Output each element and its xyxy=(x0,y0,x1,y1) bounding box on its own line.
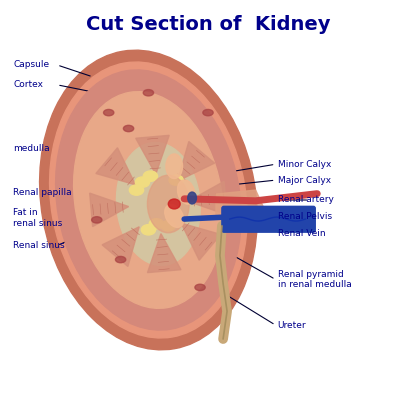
Text: Fat in
renal sinus: Fat in renal sinus xyxy=(13,208,63,228)
Ellipse shape xyxy=(116,142,200,266)
Ellipse shape xyxy=(104,110,114,116)
Polygon shape xyxy=(216,190,265,216)
Text: Major Calyx: Major Calyx xyxy=(277,176,331,185)
Ellipse shape xyxy=(143,90,154,96)
Ellipse shape xyxy=(50,62,247,338)
Ellipse shape xyxy=(165,204,184,227)
Ellipse shape xyxy=(168,199,180,209)
Ellipse shape xyxy=(166,154,183,178)
Text: medulla: medulla xyxy=(13,144,50,153)
Text: Ureter: Ureter xyxy=(277,321,306,330)
Ellipse shape xyxy=(129,185,144,195)
Ellipse shape xyxy=(56,70,241,330)
Text: Renal sinus: Renal sinus xyxy=(13,241,65,250)
Ellipse shape xyxy=(135,177,150,187)
Ellipse shape xyxy=(147,175,189,233)
Polygon shape xyxy=(178,142,215,181)
Text: Renal Vein: Renal Vein xyxy=(277,229,325,238)
Ellipse shape xyxy=(169,175,183,185)
Polygon shape xyxy=(148,234,181,273)
Ellipse shape xyxy=(161,221,176,231)
Polygon shape xyxy=(90,193,129,227)
Text: Cut Section of  Kidney: Cut Section of Kidney xyxy=(86,15,330,34)
Ellipse shape xyxy=(116,256,126,263)
Polygon shape xyxy=(188,181,227,215)
FancyBboxPatch shape xyxy=(222,206,315,232)
Text: Cortex: Cortex xyxy=(13,80,43,89)
Text: Minor Calyx: Minor Calyx xyxy=(277,160,331,169)
Polygon shape xyxy=(96,148,136,185)
Text: Capsule: Capsule xyxy=(13,60,50,70)
Ellipse shape xyxy=(143,171,158,181)
Text: Renal Pelvis: Renal Pelvis xyxy=(277,212,332,221)
Text: Renal pyramid
in renal medulla: Renal pyramid in renal medulla xyxy=(277,270,351,289)
Polygon shape xyxy=(181,223,221,260)
Text: Renal papilla: Renal papilla xyxy=(13,188,72,196)
Ellipse shape xyxy=(92,217,102,223)
Ellipse shape xyxy=(149,219,163,229)
Ellipse shape xyxy=(203,110,213,116)
Ellipse shape xyxy=(40,50,257,350)
Ellipse shape xyxy=(178,180,195,204)
Text: Renal artery: Renal artery xyxy=(277,196,333,204)
Ellipse shape xyxy=(195,284,205,290)
Ellipse shape xyxy=(141,225,156,235)
Ellipse shape xyxy=(188,192,196,204)
Polygon shape xyxy=(102,227,139,266)
Ellipse shape xyxy=(74,92,223,308)
Ellipse shape xyxy=(124,125,134,132)
Polygon shape xyxy=(136,135,169,174)
